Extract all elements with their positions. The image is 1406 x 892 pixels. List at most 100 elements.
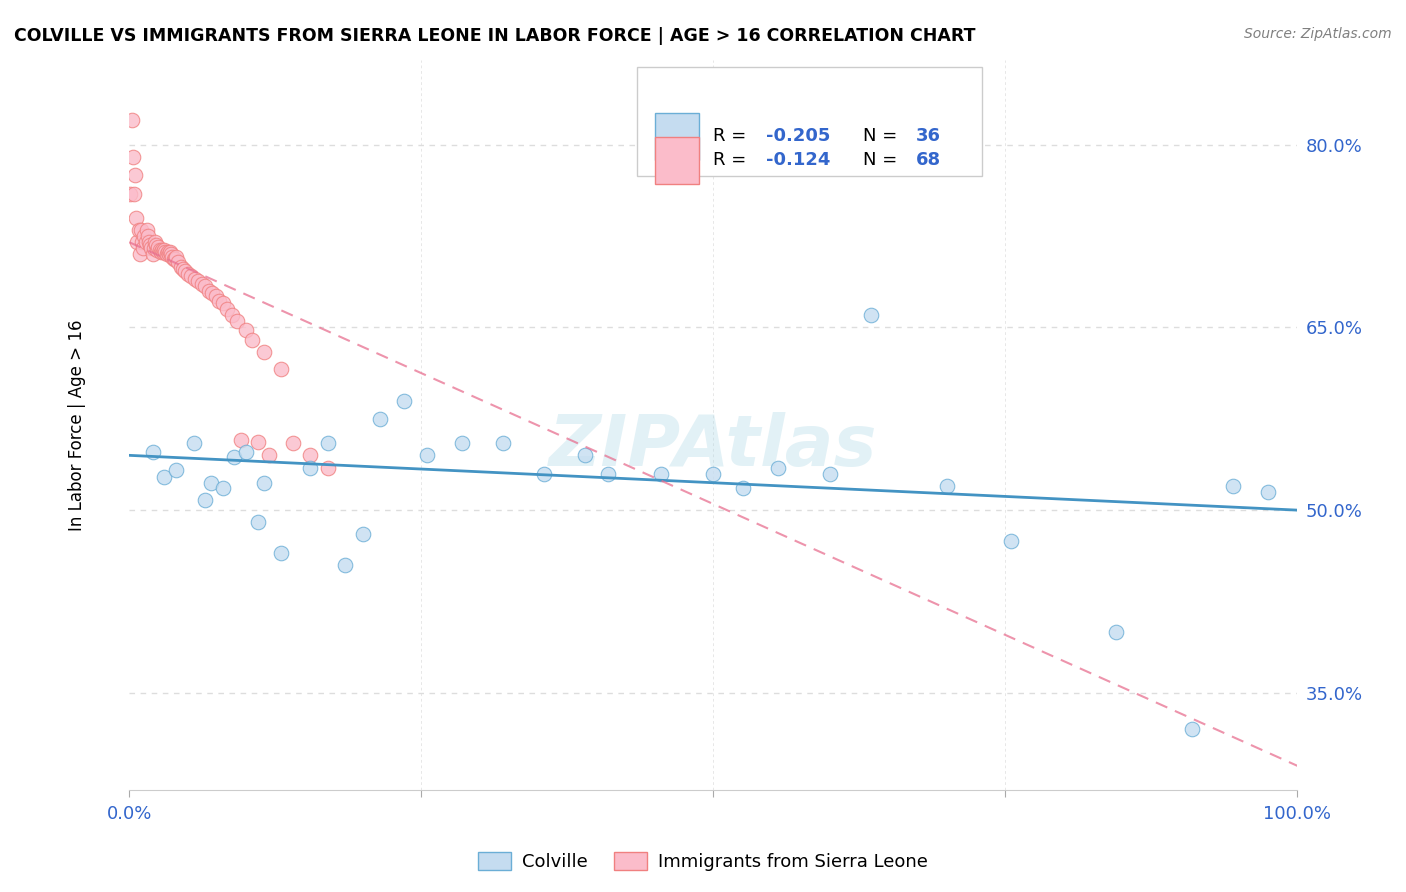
Point [165,463,187,477]
Point [201,286,224,301]
Point [150,243,173,257]
Point [167,254,190,268]
Point [200,476,222,491]
Text: -0.124: -0.124 [766,152,831,169]
Point [702,467,724,481]
Point [152,245,174,260]
Text: -0.205: -0.205 [766,128,831,145]
Point [131,235,153,250]
Point [121,113,143,128]
Point [153,470,176,484]
Point [1105,624,1128,639]
Point [316,460,339,475]
Point [121,150,143,164]
Point [149,245,172,260]
Point [246,434,269,449]
Point [183,436,205,450]
Point [197,284,219,298]
Point [156,247,179,261]
Bar [655,136,699,184]
Point [240,333,263,347]
Point [170,260,193,274]
Point [162,250,184,264]
Point [217,302,239,317]
Point [134,229,156,244]
Point [316,436,339,450]
Point [159,245,181,260]
Point [163,252,186,267]
Point [235,323,257,337]
Point [235,444,257,458]
Point [149,243,172,257]
Point [141,241,163,255]
Text: 36: 36 [915,128,941,145]
Point [148,240,170,254]
Point [183,272,205,286]
Text: 68: 68 [915,152,941,169]
Point [533,467,555,481]
Point [157,247,180,261]
Legend: Colville, Immigrants from Sierra Leone: Colville, Immigrants from Sierra Leone [471,845,935,879]
Text: In Labor Force | Age > 16: In Labor Force | Age > 16 [67,319,86,531]
Point [172,262,194,277]
Point [139,237,162,252]
Point [143,235,166,250]
Text: R =: R = [713,128,752,145]
Point [124,169,146,183]
Point [208,293,231,308]
Point [224,450,246,464]
Point [122,186,145,201]
Point [125,211,148,225]
Point [270,362,292,376]
Point [129,223,152,237]
Point [492,436,515,450]
Point [818,467,841,481]
Point [598,467,620,481]
Point [270,546,292,560]
Text: R =: R = [713,152,752,169]
Point [187,274,209,288]
Point [252,476,274,491]
Text: ZIPAtlas: ZIPAtlas [550,412,877,482]
Text: COLVILLE VS IMMIGRANTS FROM SIERRA LEONE IN LABOR FORCE | AGE > 16 CORRELATION C: COLVILLE VS IMMIGRANTS FROM SIERRA LEONE… [14,27,976,45]
Point [221,308,243,322]
Point [416,448,439,462]
Point [146,243,169,257]
Point [1222,479,1244,493]
Point [132,241,155,255]
Point [252,344,274,359]
Point [174,264,197,278]
Point [127,235,149,250]
Point [574,448,596,462]
Point [1181,723,1204,737]
Point [145,237,167,252]
Point [352,527,374,541]
Point [136,229,159,244]
Point [370,412,392,426]
Point [936,479,959,493]
Point [860,308,883,322]
Point [138,235,160,250]
Text: N =: N = [863,152,903,169]
Point [155,245,177,260]
Point [194,279,217,293]
Point [194,493,217,508]
Point [190,277,212,291]
Point [211,481,233,495]
FancyBboxPatch shape [637,67,981,177]
Point [1257,484,1279,499]
Text: N =: N = [863,128,903,145]
Point [165,250,187,264]
Text: Source: ZipAtlas.com: Source: ZipAtlas.com [1244,27,1392,41]
Point [225,314,247,328]
Point [392,393,415,408]
Point [163,252,186,267]
Point [299,448,322,462]
Point [246,516,269,530]
Point [650,467,672,481]
Point [128,247,150,261]
Point [153,243,176,257]
Bar [655,112,699,160]
Point [766,460,789,475]
Point [731,481,754,495]
